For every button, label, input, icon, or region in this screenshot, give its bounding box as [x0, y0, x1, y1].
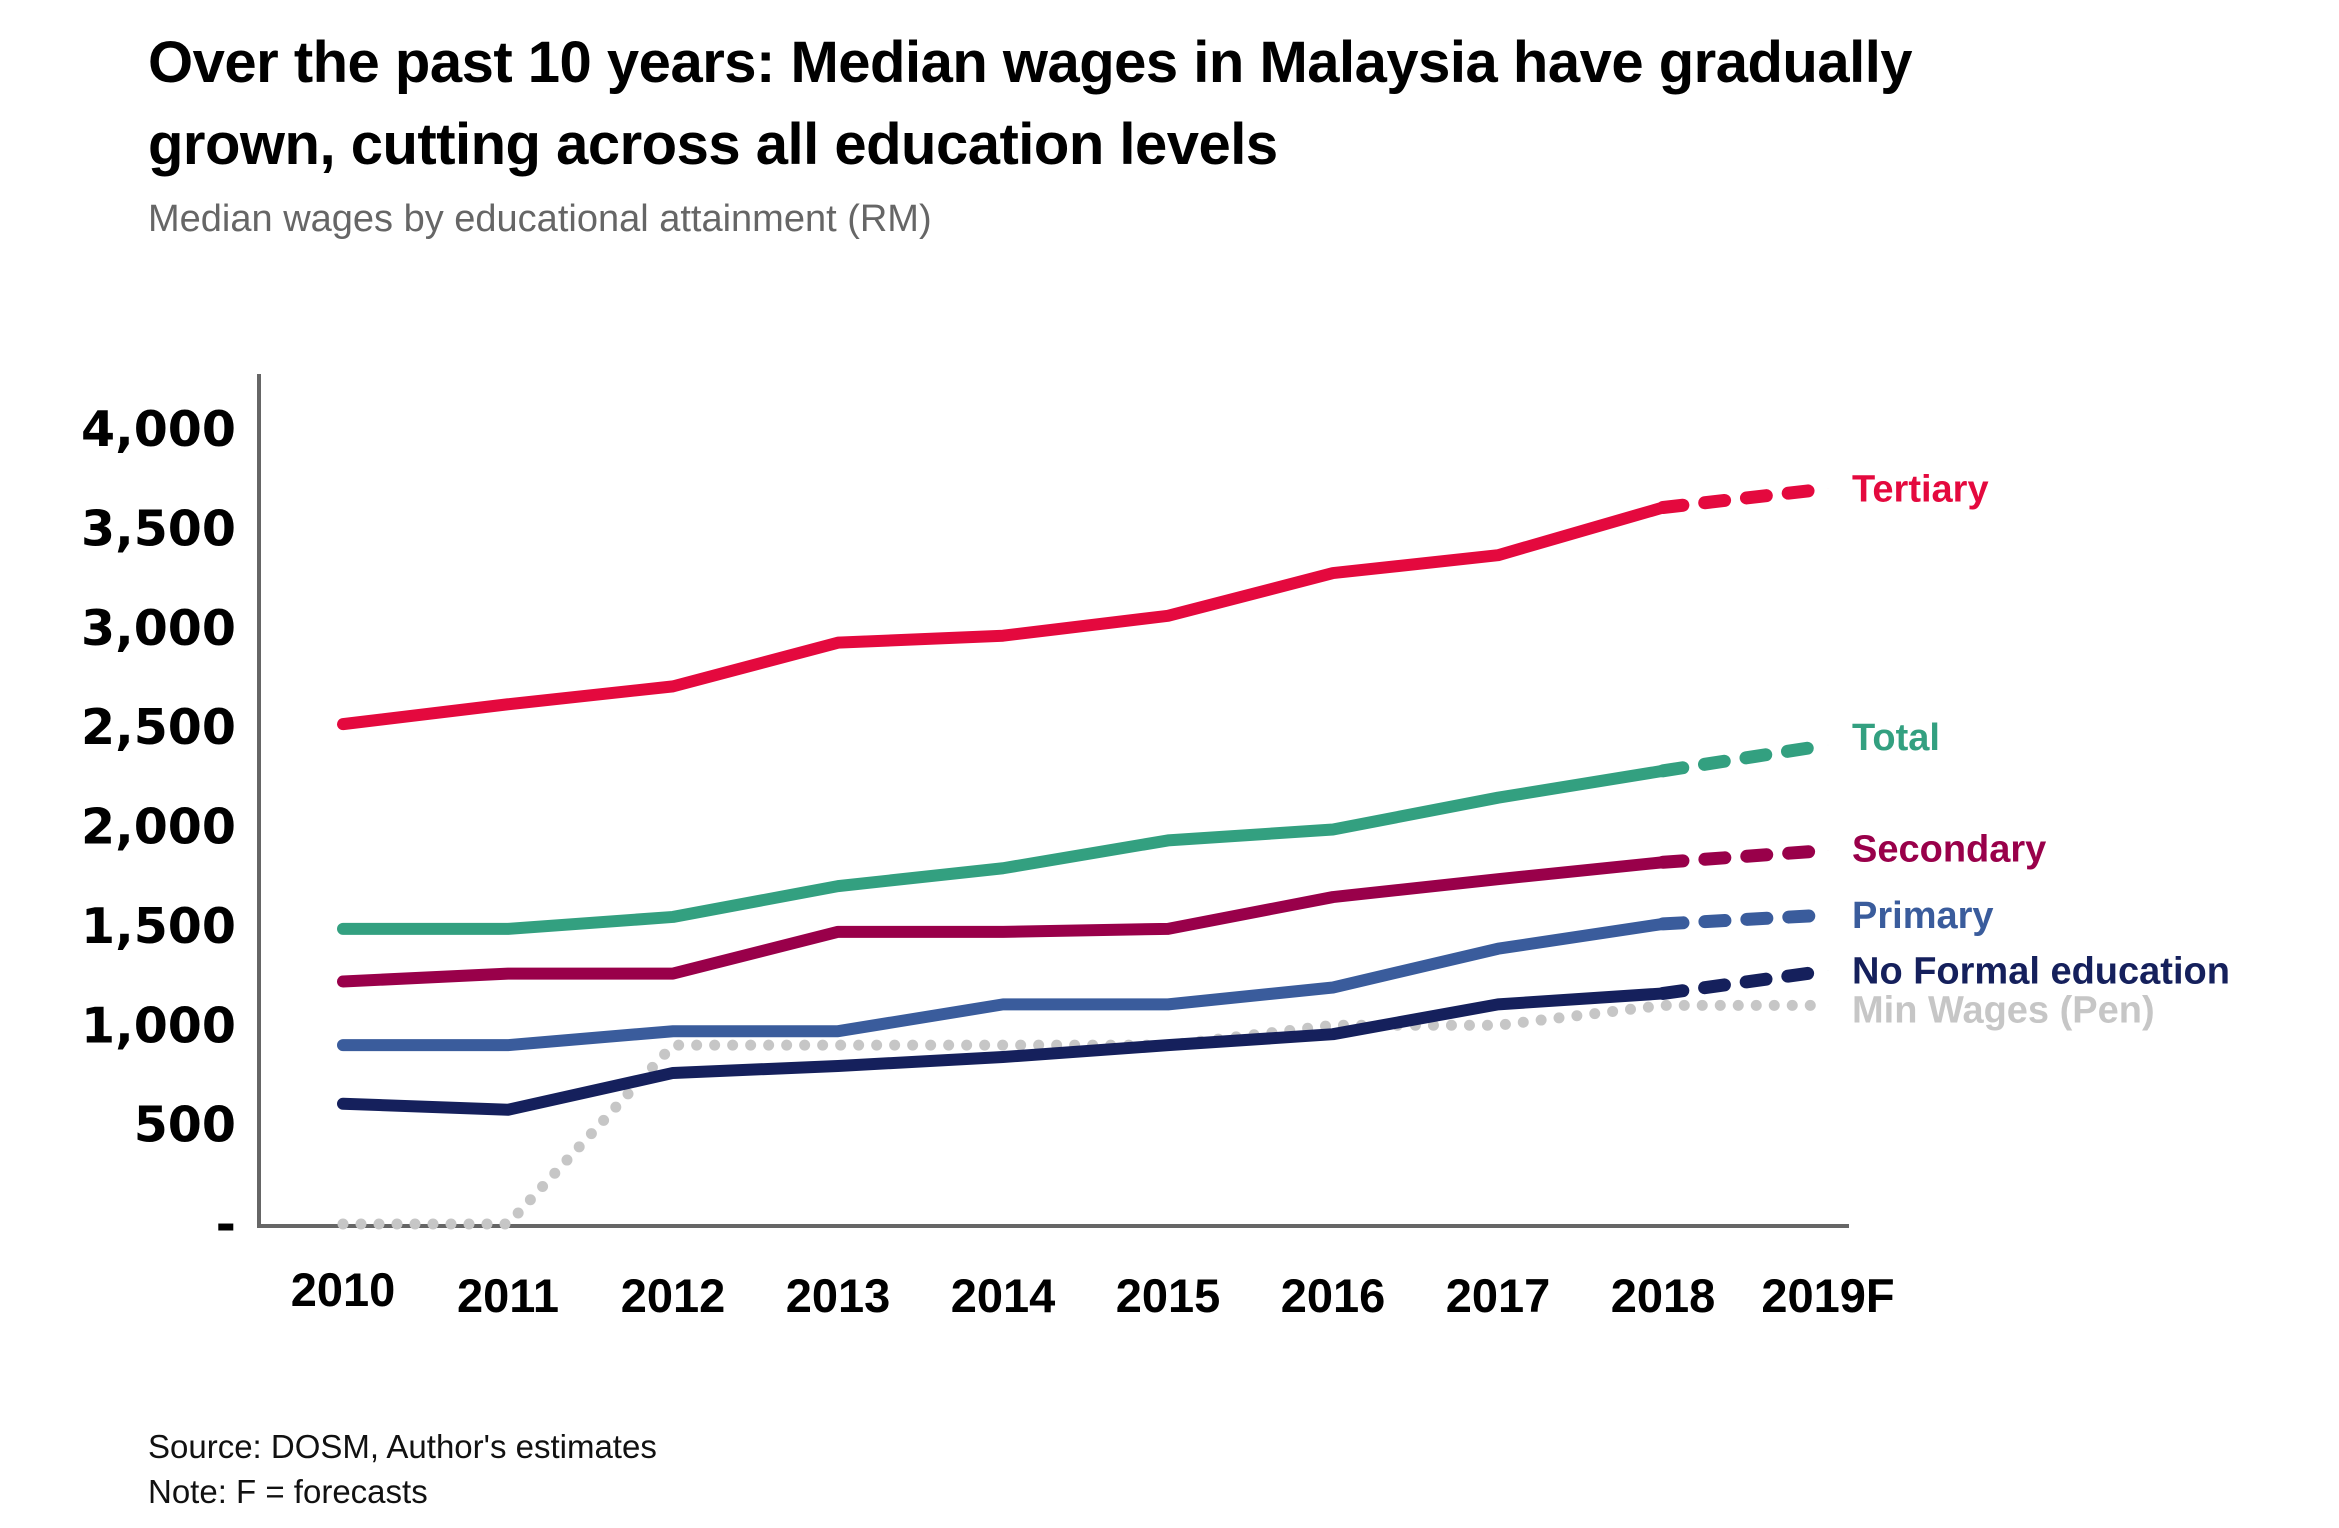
- chart-title-line-2: grown, cutting across all education leve…: [148, 112, 1278, 177]
- x-tick-label: 2017: [1446, 1269, 1551, 1322]
- line-no-formal-education-actual: [337, 987, 1669, 1116]
- series-no-formal-education: [337, 964, 1835, 1116]
- y-tick-label: 2,500: [81, 699, 236, 756]
- x-tick-label: 2018: [1611, 1269, 1716, 1322]
- axes: [257, 374, 1849, 1228]
- x-tick-label: 2015: [1116, 1269, 1221, 1322]
- line-total-forecast: [1656, 738, 1835, 778]
- y-tick-label: 4,000: [81, 401, 236, 458]
- chart-subtitle: Median wages by educational attainment (…: [148, 198, 932, 240]
- x-tick-label: 2011: [457, 1269, 559, 1322]
- series-label-min-wages-pen: Min Wages (Pen): [1852, 989, 2155, 1031]
- y-axis-ticks: - 500 1,000 1,500 2,000 2,500 3,000 3,500 4,000: [81, 401, 236, 1253]
- source-note: Source: DOSM, Author's estimates: [148, 1428, 657, 1465]
- series-label-primary: Primary: [1852, 895, 1994, 937]
- line-primary-forecast: [1656, 908, 1835, 931]
- x-tick-label: 2013: [786, 1269, 891, 1322]
- series-label-total: Total: [1852, 717, 1940, 759]
- y-tick-label: 2,000: [81, 799, 236, 856]
- x-tick-label: 2016: [1281, 1269, 1386, 1322]
- series-secondary: [337, 843, 1835, 988]
- series-total: [337, 738, 1835, 935]
- line-min-wages-pen: [337, 999, 1834, 1230]
- line-tertiary-forecast: [1656, 482, 1835, 515]
- series-primary: [337, 908, 1835, 1052]
- y-tick-label: -: [216, 1196, 236, 1253]
- series-label-secondary: Secondary: [1852, 828, 2046, 870]
- line-tertiary-actual: [337, 501, 1669, 731]
- y-tick-label: 3,000: [81, 600, 236, 657]
- chart-title-line-1: Over the past 10 years: Median wages in …: [148, 30, 1913, 95]
- line-no-formal-education-forecast: [1656, 964, 1835, 1000]
- series-label-no-formal-education: No Formal education: [1852, 951, 2230, 993]
- chart-title: Over the past 10 years: Median wages in …: [148, 22, 2248, 186]
- y-tick-label: 1,500: [81, 898, 236, 955]
- x-tick-label: 2014: [951, 1269, 1056, 1322]
- series-lines: [337, 482, 1835, 1230]
- series-label-tertiary: Tertiary: [1852, 469, 1989, 511]
- y-tick-label: 500: [134, 1097, 236, 1154]
- x-axis-ticks: 2010 2011 2012 2013 2014 2015 2016 2017 2018 2019…: [291, 1263, 1895, 1322]
- x-tick-label: 2019F: [1761, 1269, 1894, 1322]
- x-tick-label: 2010: [291, 1263, 396, 1316]
- y-tick-label: 1,000: [81, 997, 236, 1054]
- forecast-note: Note: F = forecasts: [148, 1473, 428, 1510]
- series-labels: Min Wages (Pen) Tertiary Total Secondary Pri…: [1852, 469, 2230, 1032]
- line-secondary-forecast: [1656, 843, 1835, 869]
- series-min-wages-pen: [337, 999, 1834, 1230]
- y-tick-label: 3,500: [81, 500, 236, 557]
- x-tick-label: 2012: [621, 1269, 726, 1322]
- line-total-actual: [337, 764, 1669, 935]
- series-tertiary: [337, 482, 1835, 731]
